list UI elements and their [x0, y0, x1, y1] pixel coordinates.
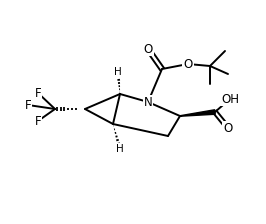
- Text: H: H: [114, 67, 122, 77]
- Text: OH: OH: [221, 93, 239, 106]
- Text: N: N: [144, 95, 152, 108]
- Text: O: O: [183, 58, 193, 71]
- Text: O: O: [143, 43, 153, 56]
- Text: F: F: [35, 86, 41, 99]
- Polygon shape: [180, 110, 215, 116]
- Text: H: H: [116, 144, 124, 154]
- Text: F: F: [35, 114, 41, 127]
- Text: O: O: [223, 121, 233, 134]
- Text: F: F: [25, 99, 31, 112]
